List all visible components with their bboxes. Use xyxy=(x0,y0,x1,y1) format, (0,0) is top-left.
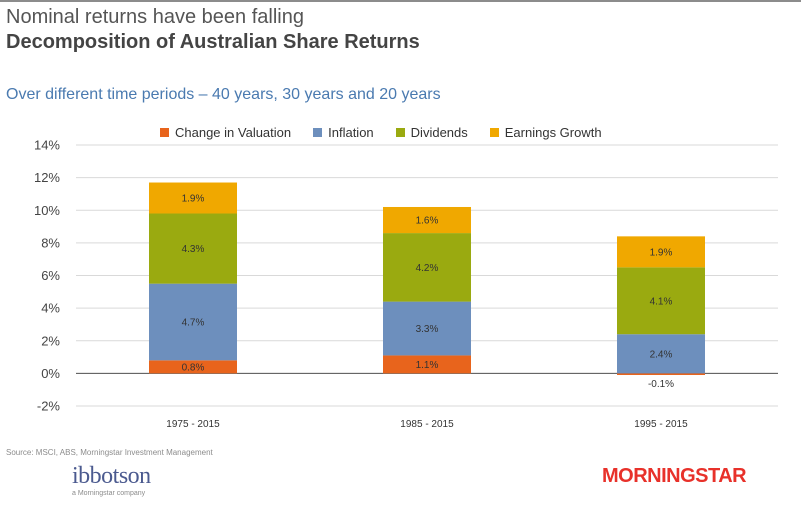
x-tick-label: 1985 - 2015 xyxy=(400,419,454,430)
x-tick-label: 1995 - 2015 xyxy=(634,419,688,430)
legend-swatch-valuation xyxy=(160,128,169,137)
data-label: 3.3% xyxy=(416,324,439,335)
bar-segment xyxy=(617,373,705,376)
data-label: -0.1% xyxy=(648,379,674,390)
bar-segment xyxy=(149,283,237,361)
ibbotson-logo: ibbotson xyxy=(72,463,151,489)
bar-segment xyxy=(149,182,237,214)
legend-item-inflation: Inflation xyxy=(313,125,374,140)
y-tick-label: 0% xyxy=(41,366,60,381)
bar-segment xyxy=(383,206,471,234)
y-tick-label: 8% xyxy=(41,235,60,250)
legend-item-valuation: Change in Valuation xyxy=(160,125,291,140)
legend-label-valuation: Change in Valuation xyxy=(175,125,292,140)
data-label: 2.4% xyxy=(650,349,673,360)
y-tick-label: 6% xyxy=(41,268,60,283)
chart-title: Nominal returns have been falling xyxy=(6,6,304,28)
data-label: 1.6% xyxy=(416,216,439,227)
bar-segment xyxy=(617,236,705,268)
legend-label-dividends: Dividends xyxy=(410,125,468,140)
data-label: 4.7% xyxy=(182,317,205,328)
bar-segment xyxy=(617,267,705,335)
y-tick-label: 12% xyxy=(34,170,60,185)
ibbotson-tagline: a Morningstar company xyxy=(72,490,146,497)
source-note: Source: MSCI, ABS, Morningstar Investmen… xyxy=(6,448,213,457)
data-label: 4.3% xyxy=(182,244,205,255)
bar-segment xyxy=(383,301,471,356)
legend: Change in Valuation Inflation Dividends … xyxy=(160,125,602,140)
data-label: 1.9% xyxy=(182,194,205,205)
y-tick-label: -2% xyxy=(37,399,61,414)
legend-label-inflation: Inflation xyxy=(328,125,374,140)
data-label: 1.9% xyxy=(650,247,673,258)
chart-description: Over different time periods – 40 years, … xyxy=(6,86,441,103)
data-label: 1.1% xyxy=(416,360,439,371)
top-rule xyxy=(0,0,801,2)
legend-item-dividends: Dividends xyxy=(395,125,468,140)
y-tick-label: 4% xyxy=(41,301,60,316)
y-tick-label: 2% xyxy=(41,333,60,348)
bar-segment xyxy=(149,360,237,374)
bar-segment xyxy=(383,355,471,374)
bar-segment xyxy=(383,233,471,302)
bar-segment xyxy=(617,334,705,374)
legend-swatch-dividends xyxy=(395,128,405,137)
x-tick-label: 1975 - 2015 xyxy=(166,419,220,430)
chart-subtitle: Decomposition of Australian Share Return… xyxy=(6,31,420,53)
legend-label-earnings: Earnings Growth xyxy=(504,125,602,140)
data-label: 0.8% xyxy=(182,362,205,373)
data-label: 4.2% xyxy=(416,263,439,274)
bar-segment xyxy=(149,213,237,284)
morningstar-logo: MORNINGSTAR xyxy=(602,465,747,487)
legend-item-earnings: Earnings Growth xyxy=(489,125,602,140)
legend-swatch-earnings xyxy=(489,128,499,137)
legend-swatch-inflation xyxy=(313,128,323,137)
data-label: 4.1% xyxy=(650,296,673,307)
y-tick-label: 10% xyxy=(34,203,60,218)
y-tick-label: 14% xyxy=(34,138,60,153)
